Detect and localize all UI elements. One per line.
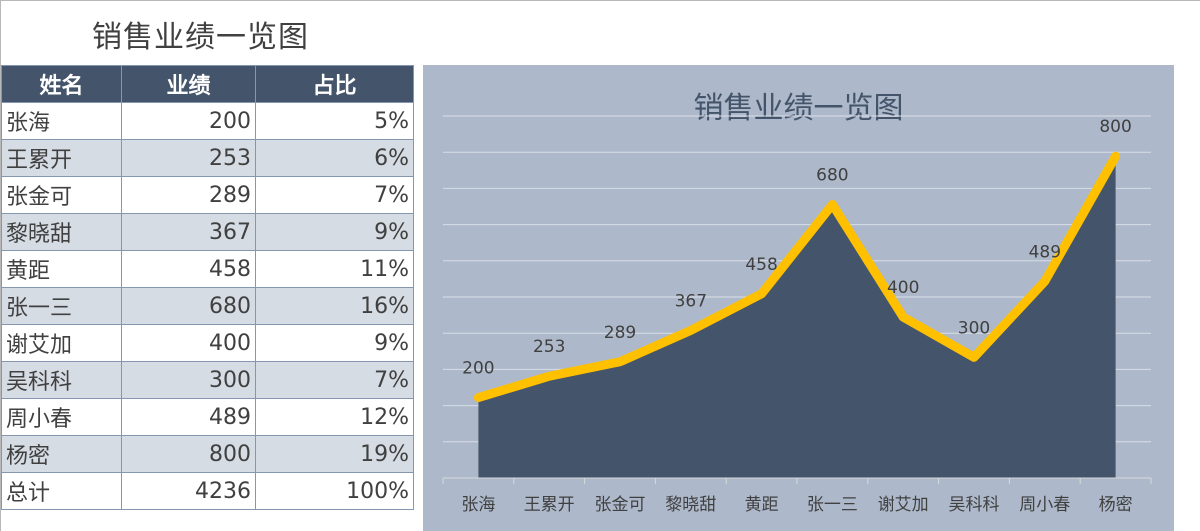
data-label: 680 [816,165,848,185]
cell-share: 100% [255,472,414,510]
x-tick-label: 张海 [461,495,495,515]
cell-name: 黄距 [1,250,122,288]
cell-sales: 800 [121,435,256,473]
cell-name: 黎晓甜 [1,213,122,251]
table-row: 黎晓甜 367 9% [1,213,414,251]
cell-name: 张金可 [1,176,122,214]
cell-name: 总计 [1,472,122,510]
cell-name: 吴科科 [1,361,122,399]
cell-sales: 400 [121,324,256,362]
data-label: 400 [887,278,919,298]
x-tick-label: 张一三 [807,495,858,515]
x-tick-label: 黎晓甜 [665,495,716,515]
cell-share: 19% [255,435,414,473]
table-row: 王累开 253 6% [1,139,414,177]
sales-table: 姓名 业绩 占比 张海 200 5% 王累开 253 6% 张金可 289 7% 黎晓甜 367 9%… [1,65,414,510]
table-row: 张一三 680 16% [1,287,414,325]
data-label: 489 [1029,242,1061,262]
cell-sales: 200 [121,102,256,140]
table-row: 吴科科 300 7% [1,361,414,399]
cell-sales: 367 [121,213,256,251]
cell-share: 5% [255,102,414,140]
table-row: 黄距 458 11% [1,250,414,288]
cell-share: 9% [255,324,414,362]
table-header-row: 姓名 业绩 占比 [1,65,414,103]
table-row: 杨密 800 19% [1,435,414,473]
table-row: 周小春 489 12% [1,398,414,436]
chart-title: 销售业绩一览图 [693,91,904,126]
cell-sales: 253 [121,139,256,177]
data-label: 300 [958,318,990,338]
cell-name: 王累开 [1,139,122,177]
series-line [473,151,1121,403]
cell-share: 11% [255,250,414,288]
cell-sales: 489 [121,398,256,436]
data-label: 800 [1099,117,1131,137]
cell-name: 张一三 [1,287,122,325]
x-tick-label: 王累开 [524,495,575,515]
cell-name: 谢艾加 [1,324,122,362]
cell-name: 张海 [1,102,122,140]
x-tick-label: 谢艾加 [878,495,929,515]
header-name: 姓名 [1,65,122,103]
cell-name: 杨密 [1,435,122,473]
data-label: 200 [462,359,494,379]
table-total-row: 总计 4236 100% [1,472,414,510]
frame-left-border [0,0,1,531]
table-body: 张海 200 5% 王累开 253 6% 张金可 289 7% 黎晓甜 367 9% 黄距 458 11% 张… [1,102,414,510]
data-label: 289 [604,323,636,343]
cell-share: 9% [255,213,414,251]
x-tick-label: 周小春 [1019,495,1070,515]
x-tick-label: 吴科科 [949,495,1000,515]
table-row: 张海 200 5% [1,102,414,140]
cell-sales: 680 [121,287,256,325]
chart-panel: 销售业绩一览图 张海 王累开 张金可 黎晓甜 黄距 张一三 谢艾加 吴科科 周小春 杨密 200 25… [423,65,1174,531]
cell-share: 7% [255,361,414,399]
header-sales: 业绩 [121,65,256,103]
frame-top-border [0,0,1200,1]
cell-sales: 458 [121,250,256,288]
cell-share: 6% [255,139,414,177]
page-title: 销售业绩一览图 [92,20,309,55]
area-chart: 张海 王累开 张金可 黎晓甜 黄距 张一三 谢艾加 吴科科 周小春 杨密 200 253 289 367 4… [442,115,1152,515]
cell-share: 7% [255,176,414,214]
x-tick-label: 张金可 [595,495,646,515]
cell-sales: 4236 [121,472,256,510]
x-tick-label: 杨密 [1099,495,1133,515]
data-label: 367 [675,291,707,311]
table-row: 谢艾加 400 9% [1,324,414,362]
cell-share: 12% [255,398,414,436]
data-label: 253 [533,337,565,357]
cell-sales: 289 [121,176,256,214]
cell-sales: 300 [121,361,256,399]
cell-share: 16% [255,287,414,325]
table-row: 张金可 289 7% [1,176,414,214]
header-share: 占比 [255,65,414,103]
cell-name: 周小春 [1,398,122,436]
x-tick-label: 黄距 [745,495,779,515]
area-fill [478,156,1116,478]
data-label: 458 [745,255,777,275]
